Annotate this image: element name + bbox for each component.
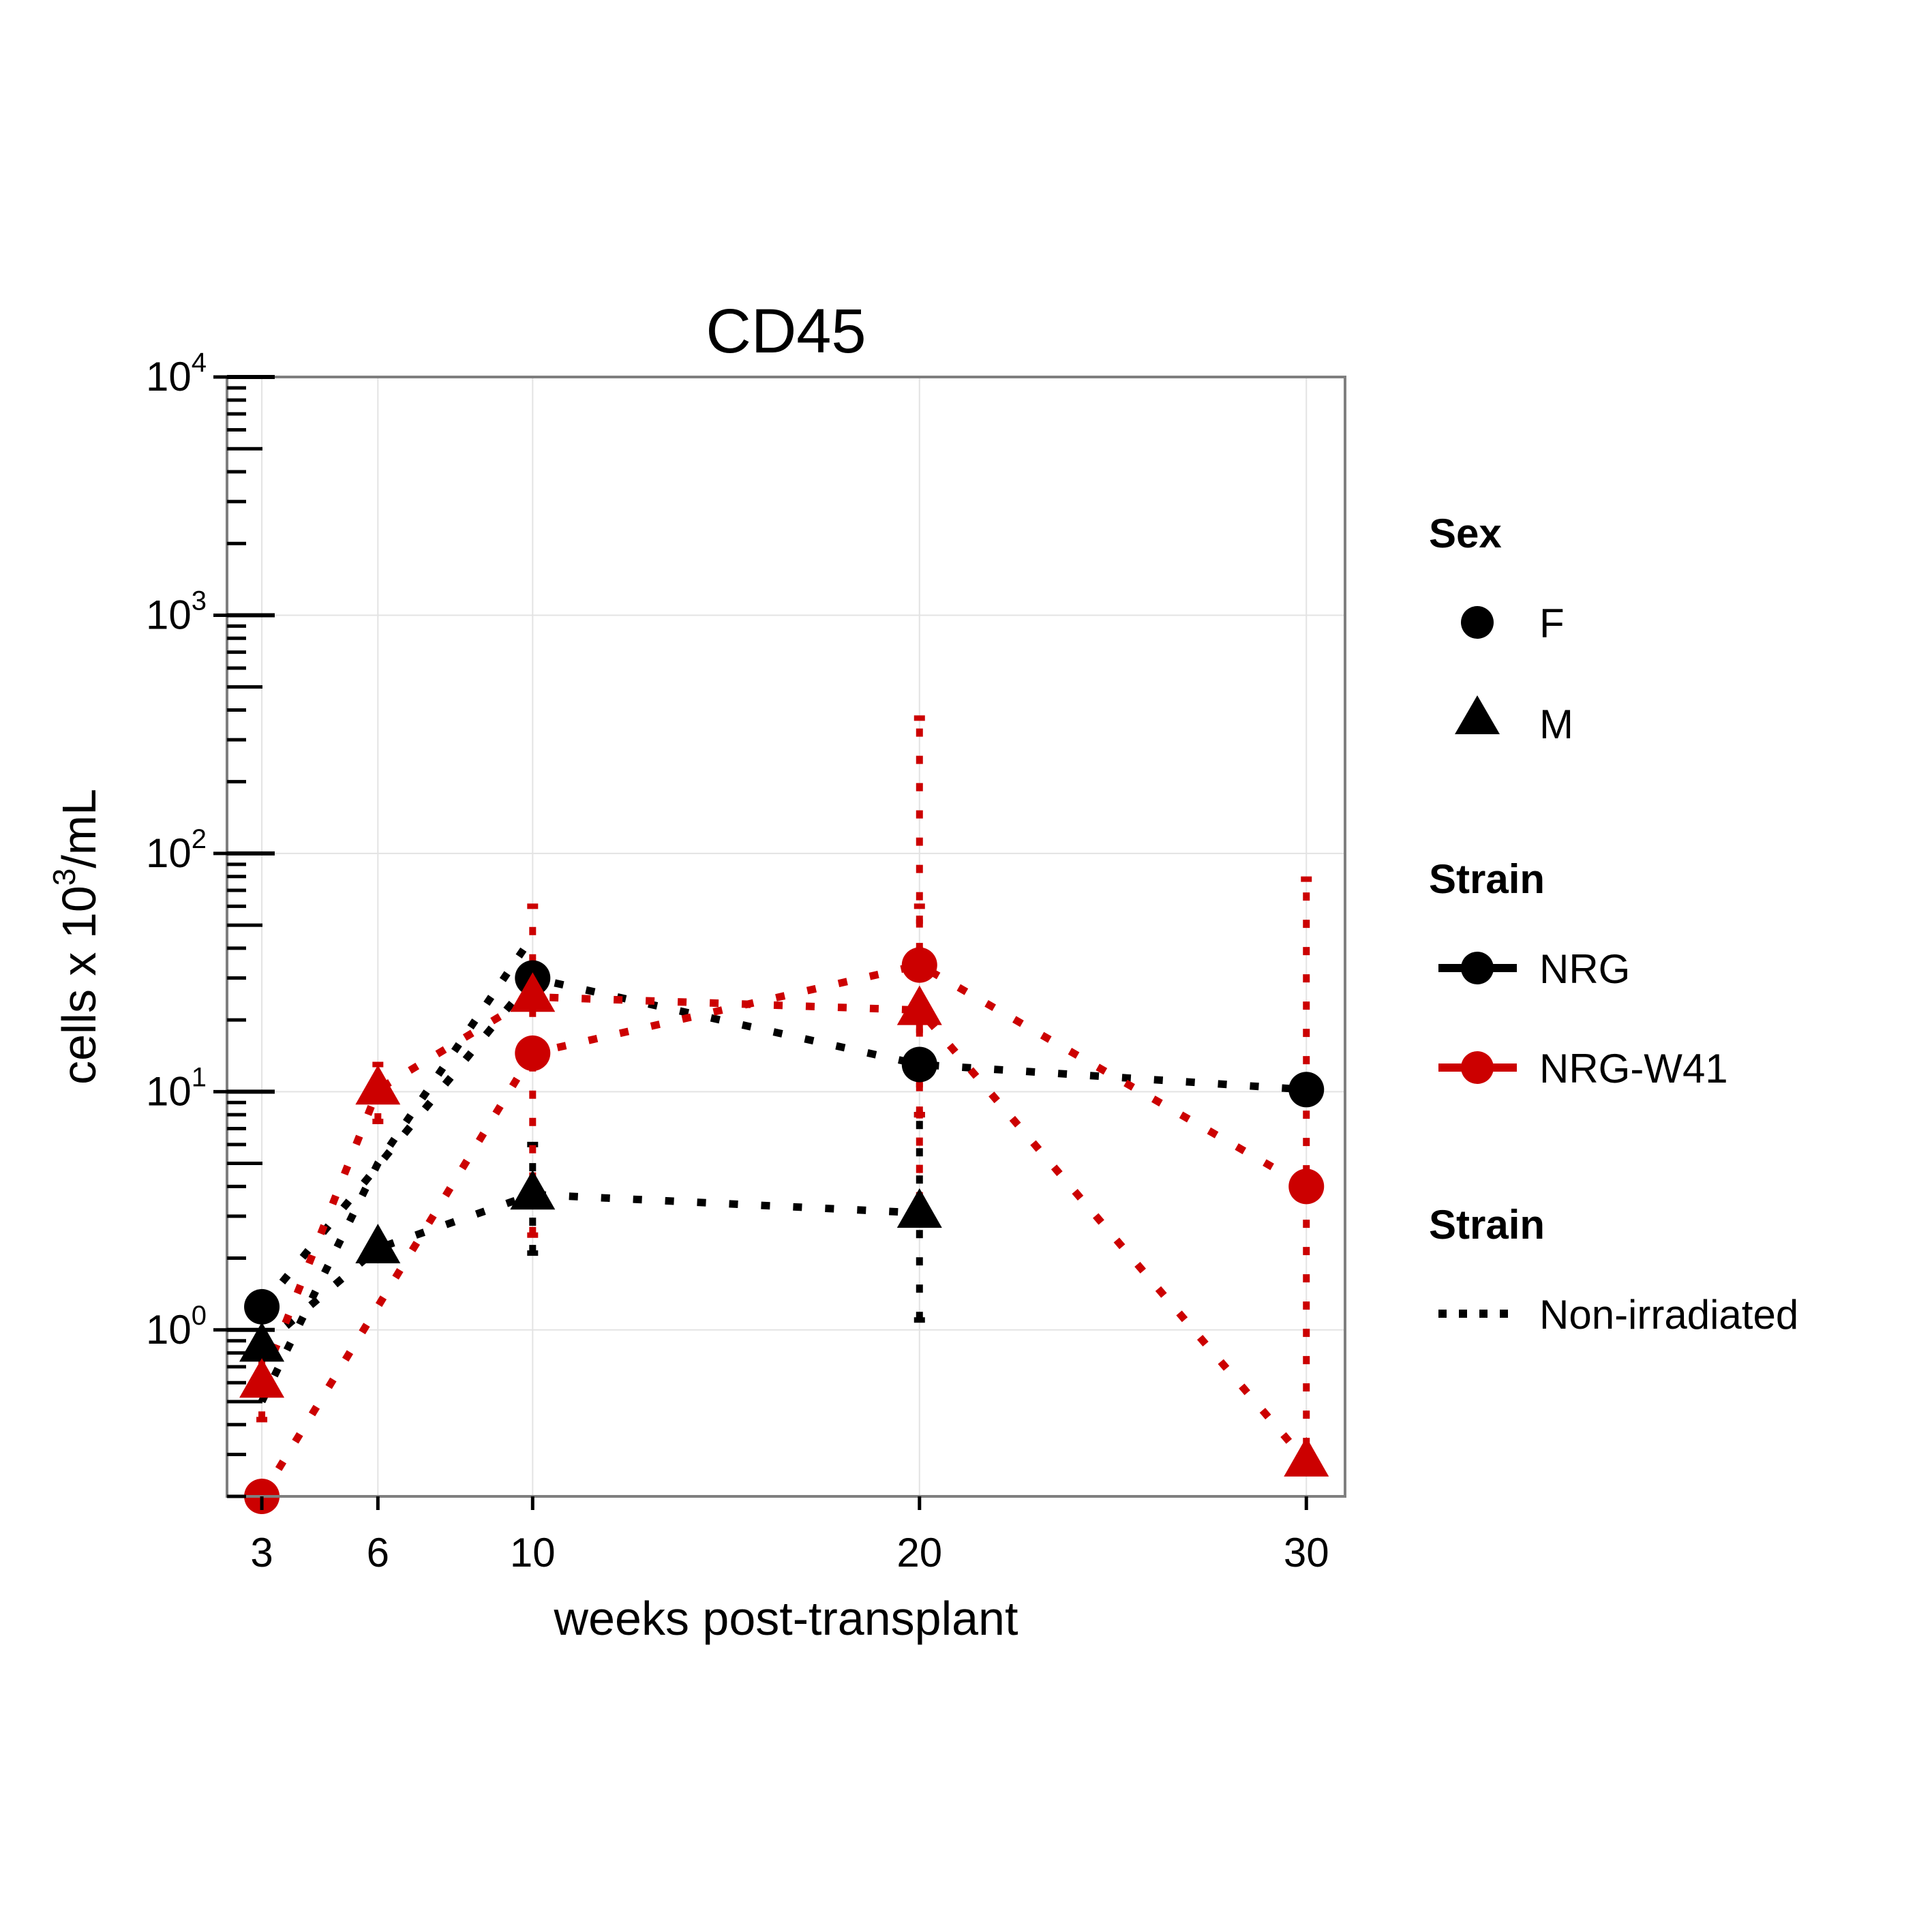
legend-strain-nrg-w41-label: NRG-W41 bbox=[1539, 1046, 1728, 1091]
y-tick-label-base: 10 bbox=[146, 592, 192, 637]
legend-sex: Sex F M bbox=[1429, 511, 1573, 747]
legend-linetype: Strain Non-irradiated bbox=[1429, 1202, 1798, 1338]
data-point-triangle bbox=[510, 972, 556, 1012]
y-tick-label-exponent: 0 bbox=[192, 1301, 207, 1331]
data-point-circle bbox=[901, 1046, 937, 1083]
x-axis-title: weeks post-transplant bbox=[554, 1592, 1018, 1645]
series-line bbox=[258, 961, 1309, 1498]
y-axis-title: cells x 103/mL bbox=[46, 789, 106, 1085]
legend-sex-title: Sex bbox=[1429, 511, 1502, 556]
x-tick-label: 6 bbox=[367, 1530, 389, 1575]
legend-linetype-non-irradiated-label: Non-irradiated bbox=[1539, 1292, 1798, 1338]
legend-sex-f-label: F bbox=[1539, 601, 1565, 646]
x-axis: 3 6 10 20 30 bbox=[250, 1496, 1329, 1575]
legend-nrg-w41-marker bbox=[1461, 1051, 1494, 1084]
data-point-circle bbox=[1288, 1072, 1325, 1108]
data-point-triangle bbox=[355, 1065, 401, 1105]
y-tick-label: 104 bbox=[146, 348, 207, 399]
y-tick-label-base: 10 bbox=[146, 830, 192, 876]
y-tick-label: 101 bbox=[146, 1062, 207, 1114]
y-tick-label-base: 10 bbox=[146, 1307, 192, 1353]
x-tick-label: 20 bbox=[896, 1530, 942, 1575]
data-point-circle bbox=[901, 947, 937, 983]
y-tick-label-exponent: 3 bbox=[192, 586, 207, 616]
legend-nrg-marker bbox=[1461, 952, 1494, 984]
legend-strain-nrg-label: NRG bbox=[1539, 946, 1630, 992]
x-tick-label: 30 bbox=[1284, 1530, 1329, 1575]
legend-circle-icon bbox=[1461, 606, 1494, 639]
series-lines bbox=[258, 934, 1310, 1498]
x-tick-label: 10 bbox=[510, 1530, 556, 1575]
data-point-triangle bbox=[510, 1170, 556, 1210]
data-point-triangle bbox=[239, 1358, 285, 1398]
plot-panel-border bbox=[226, 376, 1346, 1498]
legend-sex-m-label: M bbox=[1539, 701, 1573, 747]
data-point-circle bbox=[515, 1035, 551, 1071]
y-tick-label-exponent: 2 bbox=[192, 824, 207, 854]
y-tick-label-base: 10 bbox=[146, 354, 192, 399]
y-tick-label: 100 bbox=[146, 1301, 207, 1353]
chart-title: CD45 bbox=[706, 297, 866, 366]
grid bbox=[227, 377, 1345, 1496]
y-axis-title-base: cells x 10 bbox=[52, 886, 106, 1085]
data-point-triangle bbox=[1284, 1436, 1329, 1477]
y-axis-title-unit: /mL bbox=[52, 789, 106, 869]
y-tick-label-base: 10 bbox=[146, 1068, 192, 1114]
data-point-triangle bbox=[896, 1188, 942, 1228]
data-point-triangle bbox=[355, 1224, 401, 1264]
data-point-triangle bbox=[239, 1322, 285, 1362]
data-point-circle bbox=[1288, 1168, 1325, 1205]
legend-linetype-title: Strain bbox=[1429, 1202, 1545, 1248]
legend-strain-title: Strain bbox=[1429, 856, 1545, 902]
y-axis-title-exponent: 3 bbox=[46, 869, 82, 886]
x-tick-label: 3 bbox=[250, 1530, 273, 1575]
legend: Sex F M Strain NRG NRG-W41 Strain Non-ir… bbox=[1429, 511, 1798, 1338]
series-line bbox=[258, 934, 536, 1404]
data-point-triangle bbox=[896, 985, 942, 1025]
data-points bbox=[239, 947, 1329, 1514]
y-tick-label: 103 bbox=[146, 586, 207, 637]
legend-triangle-icon bbox=[1455, 695, 1500, 734]
y-tick-label: 102 bbox=[146, 824, 207, 876]
legend-strain: Strain NRG NRG-W41 bbox=[1429, 856, 1728, 1091]
y-tick-label-exponent: 1 bbox=[192, 1062, 207, 1092]
y-tick-label-exponent: 4 bbox=[192, 348, 207, 378]
data-point-circle bbox=[244, 1288, 280, 1325]
